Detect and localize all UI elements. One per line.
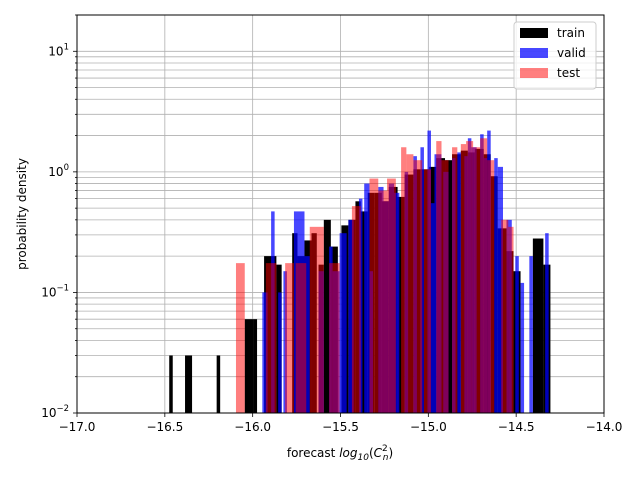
bar-train <box>532 238 544 413</box>
x-tick-label: −17.0 <box>59 420 96 434</box>
bar-valid <box>262 292 268 413</box>
bar-test <box>369 178 379 413</box>
bar-valid <box>545 233 549 413</box>
bar-test <box>452 147 458 413</box>
bar-test <box>329 263 340 413</box>
bar-test <box>460 144 467 413</box>
bar-train <box>169 355 173 413</box>
bar-test <box>473 147 481 413</box>
bar-test <box>378 190 388 413</box>
x-tick-label: −15.0 <box>410 420 447 434</box>
bar-valid <box>348 219 354 413</box>
bar-valid <box>520 282 525 413</box>
bar-test <box>265 263 277 413</box>
x-tick-label: −14.5 <box>498 420 535 434</box>
axis-ticks: −17.0 −16.5 −16.0 −15.5 −15.0 −14.5 −14.0 10−2 1… <box>41 14 623 434</box>
y-tick-label: 10−2 <box>41 404 69 420</box>
bar-test <box>295 263 307 413</box>
bar-test <box>351 206 361 413</box>
bar-test <box>487 160 495 413</box>
x-axis-label-var: C <box>374 446 383 460</box>
bar-test <box>501 219 509 413</box>
bar-test <box>413 160 423 413</box>
bar-test <box>508 226 514 413</box>
bar-valid <box>494 158 498 413</box>
x-axis-label-open: ( <box>369 446 374 460</box>
bar-train <box>185 355 193 413</box>
legend-swatch-train <box>520 28 548 38</box>
bar-train <box>323 219 331 413</box>
x-axis-label-varsub: n <box>383 453 389 463</box>
x-tick-label: −16.0 <box>234 420 271 434</box>
legend-label-valid: valid <box>557 46 586 60</box>
bar-train <box>253 319 258 413</box>
bar-test <box>441 160 449 413</box>
bar-valid <box>457 152 461 413</box>
y-tick-label: 100 <box>48 163 69 179</box>
bar-test <box>436 141 442 414</box>
x-axis-label-func: log <box>339 446 358 460</box>
bar-valid <box>339 233 347 413</box>
x-axis-label-close: ) <box>388 446 393 460</box>
bar-valid <box>364 183 370 413</box>
bar-valid <box>394 192 400 413</box>
x-axis-label-prefix: forecast <box>287 446 339 460</box>
y-tick-label: 10−1 <box>41 283 69 299</box>
x-tick-label: −16.5 <box>146 420 183 434</box>
bar-test <box>466 141 474 414</box>
legend-label-train: train <box>557 26 585 40</box>
bar-valid <box>529 256 533 413</box>
legend-swatch-test <box>520 68 548 78</box>
bar-test <box>423 169 431 413</box>
bar-train <box>244 319 254 413</box>
x-axis-label: forecast log10(C2 n) <box>287 444 393 463</box>
x-tick-label: −14.0 <box>586 420 623 434</box>
x-axis-label-sup: 2 <box>382 444 388 454</box>
bar-valid <box>304 256 310 413</box>
legend-swatch-valid <box>520 48 548 58</box>
bar-test <box>406 154 414 413</box>
bar-test <box>235 263 245 413</box>
bar-train <box>216 355 221 413</box>
bar-valid <box>283 271 287 413</box>
bar-valid <box>278 292 282 413</box>
bar-test <box>285 263 294 413</box>
bar-test <box>480 138 488 413</box>
x-axis-label-sub: 10 <box>357 453 369 463</box>
bar-test <box>401 147 407 413</box>
bar-test <box>387 178 396 413</box>
histogram-bars <box>169 130 551 414</box>
legend-label-test: test <box>557 66 580 80</box>
y-tick-label: 101 <box>48 42 69 58</box>
x-tick-label: −15.5 <box>322 420 359 434</box>
y-axis-label: probability density <box>15 158 29 270</box>
bar-test <box>309 226 324 413</box>
bar-valid <box>515 256 519 413</box>
legend: train valid test <box>513 21 597 90</box>
bar-valid <box>430 203 435 413</box>
bar-valid <box>497 166 503 413</box>
